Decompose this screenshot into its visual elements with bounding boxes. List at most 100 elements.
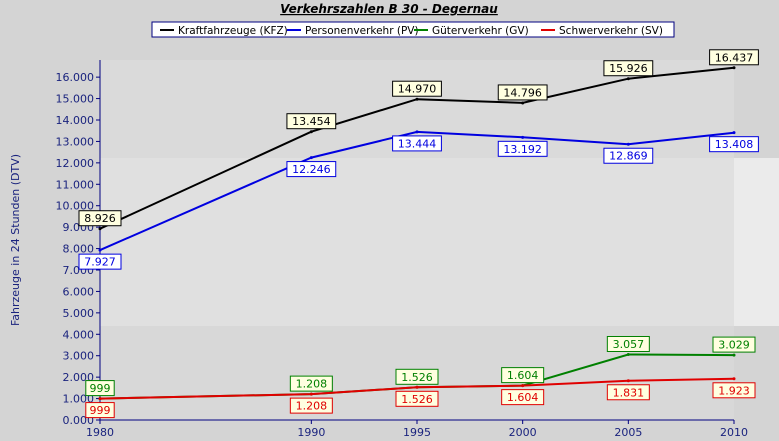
data-label-box bbox=[606, 384, 650, 401]
y-tick-label: 5.000 bbox=[63, 307, 95, 320]
data-label-box bbox=[603, 60, 654, 77]
series-line-1 bbox=[99, 130, 735, 252]
data-label-text: 1.923 bbox=[718, 384, 750, 397]
series-lines bbox=[98, 66, 736, 401]
data-label: 13.454 bbox=[286, 113, 337, 130]
x-tick-label: 2005 bbox=[614, 426, 642, 439]
data-labels: 8.926 13.454 14.970 14.796 15.926 16.437 7.927… bbox=[78, 49, 759, 419]
y-tick-label: 15.000 bbox=[56, 93, 95, 106]
legend-entry: Personenverkehr (PV) bbox=[287, 25, 419, 37]
data-label-text: 999 bbox=[90, 404, 111, 417]
data-label: 1.526 bbox=[395, 390, 439, 407]
series-line-0 bbox=[99, 66, 735, 230]
x-tick-label: 2010 bbox=[720, 426, 748, 439]
data-label: 14.796 bbox=[497, 84, 548, 101]
data-label-box bbox=[606, 335, 650, 352]
legend-entry: Kraftfahrzeuge (KFZ) bbox=[160, 25, 288, 37]
data-label: 1.923 bbox=[712, 382, 756, 399]
data-label: 3.029 bbox=[712, 336, 756, 353]
data-point bbox=[626, 142, 630, 146]
data-label-text: 14.796 bbox=[503, 86, 542, 99]
x-tick-label: 1980 bbox=[86, 426, 114, 439]
data-label: 3.057 bbox=[606, 335, 650, 352]
data-point bbox=[732, 353, 736, 357]
legend-label: Güterverkehr (GV) bbox=[432, 25, 529, 37]
data-label-box bbox=[289, 397, 333, 414]
data-label: 15.926 bbox=[603, 60, 654, 77]
data-label: 16.437 bbox=[709, 49, 759, 66]
y-tick-label: 11.000 bbox=[56, 178, 95, 191]
data-label-box bbox=[78, 253, 122, 270]
data-point bbox=[626, 352, 630, 356]
data-label: 1.208 bbox=[289, 375, 333, 392]
legend: Kraftfahrzeuge (KFZ) Personenverkehr (PV)… bbox=[151, 21, 675, 38]
data-label-text: 12.246 bbox=[292, 163, 331, 176]
data-label-text: 14.970 bbox=[398, 83, 437, 96]
data-label: 14.970 bbox=[392, 80, 442, 97]
data-label-text: 13.408 bbox=[715, 138, 754, 151]
data-label: 999 bbox=[85, 380, 115, 397]
data-point bbox=[98, 248, 102, 252]
x-ticks: 1980 1990 1995 2000 2005 2010 bbox=[86, 420, 748, 439]
legend-entry: Güterverkehr (GV) bbox=[414, 25, 529, 37]
series-line-3 bbox=[99, 377, 735, 400]
x-tick-label: 1995 bbox=[403, 426, 431, 439]
data-label-text: 1.526 bbox=[401, 371, 433, 384]
data-label-text: 1.208 bbox=[296, 378, 328, 391]
data-label: 1.604 bbox=[501, 367, 545, 384]
legend-label: Kraftfahrzeuge (KFZ) bbox=[178, 25, 288, 37]
data-point bbox=[626, 77, 630, 81]
data-point bbox=[309, 392, 313, 396]
data-point bbox=[98, 227, 102, 231]
y-tick-label: 14.000 bbox=[56, 114, 95, 127]
data-label: 12.246 bbox=[286, 161, 337, 178]
data-label: 999 bbox=[85, 402, 115, 419]
data-label: 7.927 bbox=[78, 253, 122, 270]
data-label-box bbox=[501, 389, 545, 406]
data-label-text: 15.926 bbox=[609, 62, 648, 75]
y-tick-label: 8.000 bbox=[63, 243, 95, 256]
y-tick-label: 10.000 bbox=[56, 200, 95, 213]
data-label: 1.208 bbox=[289, 397, 333, 414]
data-label-box bbox=[286, 113, 337, 130]
y-tick-label: 3.000 bbox=[63, 350, 95, 363]
data-label: 13.408 bbox=[709, 136, 759, 153]
data-label-box bbox=[286, 161, 337, 178]
y-ticks: 0.0001.0002.0003.0004.0005.0006.0007.000… bbox=[56, 71, 100, 427]
data-point bbox=[732, 131, 736, 135]
data-label-text: 1.526 bbox=[401, 393, 433, 406]
legend-entry: Schwerverkehr (SV) bbox=[541, 25, 663, 37]
data-label: 13.192 bbox=[497, 140, 548, 157]
data-label-text: 999 bbox=[90, 382, 111, 395]
data-label-box bbox=[395, 368, 439, 385]
data-label-box bbox=[392, 80, 442, 97]
data-label-text: 1.208 bbox=[296, 400, 328, 413]
y-tick-label: 16.000 bbox=[56, 71, 95, 84]
data-label-text: 13.192 bbox=[503, 143, 542, 156]
y-tick-label: 13.000 bbox=[56, 135, 95, 148]
data-label: 13.444 bbox=[392, 135, 442, 152]
legend-label: Schwerverkehr (SV) bbox=[559, 25, 663, 37]
data-label-box bbox=[85, 380, 115, 397]
legend-label: Personenverkehr (PV) bbox=[305, 25, 419, 37]
data-point bbox=[415, 385, 419, 389]
data-label-box bbox=[78, 210, 122, 227]
data-label-box bbox=[603, 147, 654, 164]
y-tick-label: 6.000 bbox=[63, 285, 95, 298]
data-label-box bbox=[497, 84, 548, 101]
data-label-box bbox=[709, 49, 759, 66]
data-label-box bbox=[85, 402, 115, 419]
data-label-box bbox=[289, 375, 333, 392]
data-point bbox=[98, 397, 102, 401]
data-label-box bbox=[395, 390, 439, 407]
data-label-text: 12.869 bbox=[609, 150, 648, 163]
data-label-text: 13.454 bbox=[292, 115, 331, 128]
y-axis-label: Fahrzeuge in 24 Stunden (DTV) bbox=[9, 154, 22, 326]
data-point bbox=[521, 101, 525, 105]
data-point bbox=[732, 66, 736, 70]
data-label-box bbox=[709, 136, 759, 153]
data-point bbox=[732, 377, 736, 381]
data-point bbox=[521, 384, 525, 388]
